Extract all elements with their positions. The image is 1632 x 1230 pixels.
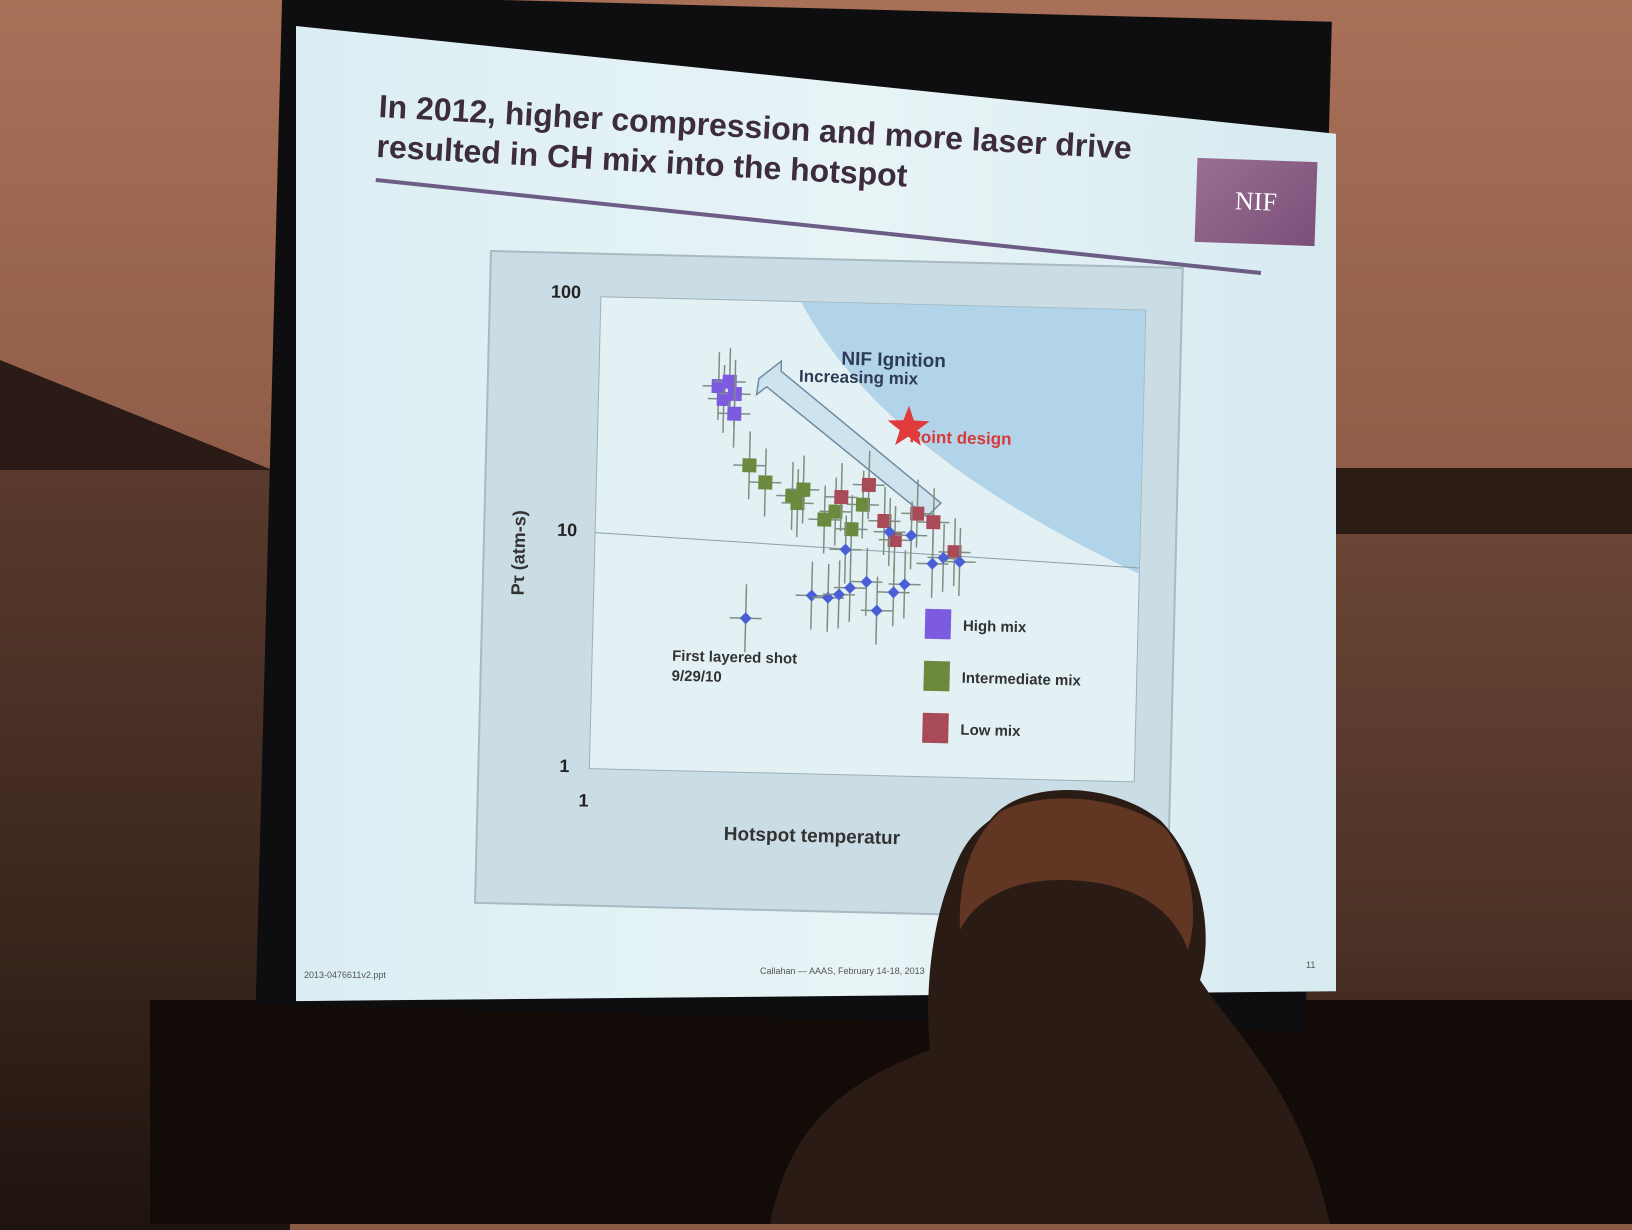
- nif-logo: NIF: [1194, 157, 1318, 247]
- ignition-region: [800, 301, 1146, 574]
- legend-swatch: [922, 712, 949, 744]
- data-point: [905, 529, 918, 542]
- legend: High mix Intermediate mix Low mix: [922, 608, 1082, 744]
- data-point: [758, 475, 773, 490]
- data-point: [796, 482, 811, 497]
- slide-page-number: 11: [1306, 960, 1316, 970]
- data-marks: [702, 347, 976, 653]
- data-point: [742, 458, 757, 473]
- data-point: [739, 612, 752, 625]
- wall-dark-band-right: [1300, 468, 1632, 534]
- data-point: [727, 406, 742, 421]
- data-point: [716, 391, 731, 407]
- data-point: [844, 581, 857, 594]
- data-point: [722, 374, 737, 389]
- y-tick-10: 10: [557, 520, 578, 540]
- increasing-mix-label: Increasing mix: [799, 367, 919, 389]
- data-point: [839, 543, 852, 556]
- projector-stand-shadow: [150, 1000, 1632, 1224]
- y-tick-100: 100: [551, 282, 582, 303]
- data-point: [947, 545, 962, 560]
- data-point: [870, 604, 883, 617]
- data-point: [860, 575, 873, 588]
- data-point: [855, 497, 871, 512]
- first-shot-date: 9/29/10: [671, 668, 721, 686]
- data-point: [834, 489, 849, 505]
- data-point: [910, 506, 925, 521]
- slide-footer-credit: Callahan — AAAS, February 14-18, 2013: [760, 966, 925, 976]
- data-point: [805, 589, 818, 602]
- chart-svg: 100 10 1 1 Pτ (atm-s) Hotspot temperatur…: [508, 282, 1147, 849]
- data-point: [861, 477, 877, 493]
- legend-swatch: [924, 608, 952, 640]
- data-point: [711, 378, 726, 394]
- data-point: [926, 515, 941, 530]
- data-point: [926, 557, 939, 570]
- data-point: [877, 513, 892, 529]
- legend-swatch: [923, 660, 951, 692]
- data-point: [832, 588, 845, 601]
- data-point: [844, 521, 859, 537]
- y-tick-1: 1: [559, 756, 570, 776]
- data-point: [790, 495, 805, 511]
- data-point: [937, 551, 950, 564]
- x-axis-label: Hotspot temperatur: [724, 824, 901, 849]
- data-point: [887, 586, 900, 599]
- point-design-star: [887, 405, 930, 446]
- slide-footer-filename: 2013-0476611v2.ppt: [304, 970, 386, 980]
- data-point: [898, 578, 911, 591]
- point-design-label: Point design: [909, 427, 1011, 448]
- data-point: [887, 532, 902, 548]
- x-tick-1: 1: [578, 790, 589, 810]
- data-point: [953, 555, 966, 568]
- legend-label: High mix: [963, 618, 1027, 637]
- first-shot-label: First layered shot: [672, 648, 797, 668]
- y-axis-label: Pτ (atm-s): [508, 510, 530, 596]
- chart-frame: 100 10 1 1 Pτ (atm-s) Hotspot temperatur…: [474, 250, 1184, 921]
- data-point: [817, 512, 832, 527]
- data-point: [883, 525, 896, 538]
- data-point: [828, 504, 843, 519]
- legend-label: Intermediate mix: [961, 670, 1081, 690]
- legend-label: Low mix: [960, 722, 1021, 740]
- nif-ignition-label: NIF Ignition: [841, 349, 946, 373]
